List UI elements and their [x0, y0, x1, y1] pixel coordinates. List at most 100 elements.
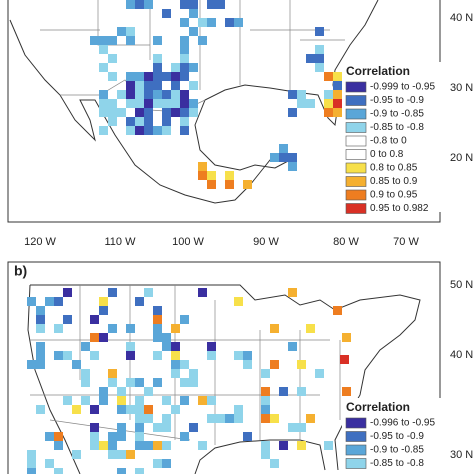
grid-cell — [45, 297, 54, 306]
grid-cell — [126, 351, 135, 360]
grid-cell — [162, 396, 171, 405]
grid-cell — [99, 36, 108, 45]
grid-cell — [54, 441, 63, 450]
grid-cell — [144, 81, 153, 90]
grid-cell — [162, 414, 171, 423]
grid-cell — [207, 18, 216, 27]
grid-cell — [108, 369, 117, 378]
grid-cell — [135, 72, 144, 81]
grid-cell — [135, 297, 144, 306]
grid-cell — [198, 18, 207, 27]
grid-cell — [315, 63, 324, 72]
grid-cell — [99, 306, 108, 315]
grid-cell — [306, 99, 315, 108]
grid-cell — [126, 81, 135, 90]
grid-cell — [108, 288, 117, 297]
grid-cell — [36, 342, 45, 351]
grid-cell — [63, 396, 72, 405]
grid-cell — [333, 81, 342, 90]
grid-cell — [180, 360, 189, 369]
grid-cell — [270, 459, 279, 468]
grid-cell — [171, 405, 180, 414]
grid-cell — [180, 315, 189, 324]
grid-cell — [324, 99, 333, 108]
grid-cell — [207, 351, 216, 360]
grid-cell — [333, 90, 342, 99]
grid-cell — [153, 324, 162, 333]
grid-cell — [288, 90, 297, 99]
grid-cell — [126, 405, 135, 414]
grid-cell — [225, 171, 234, 180]
grid-cell — [207, 0, 216, 9]
grid-cell — [333, 306, 342, 315]
grid-cell — [108, 441, 117, 450]
grid-cell — [45, 459, 54, 468]
grid-cell — [144, 387, 153, 396]
grid-cell — [234, 414, 243, 423]
grid-cell — [171, 360, 180, 369]
grid-cell — [135, 81, 144, 90]
legend-swatch — [345, 176, 367, 187]
grid-cell — [171, 90, 180, 99]
grid-cell — [162, 126, 171, 135]
grid-cell — [72, 450, 81, 459]
grid-cell — [288, 153, 297, 162]
grid-cell — [126, 99, 135, 108]
grid-cell — [162, 99, 171, 108]
grid-cell — [171, 81, 180, 90]
grid-cell — [99, 387, 108, 396]
grid-cell — [162, 441, 171, 450]
grid-cell — [36, 324, 45, 333]
grid-cell — [54, 468, 63, 474]
grid-cell — [162, 459, 171, 468]
grid-cell — [225, 414, 234, 423]
grid-cell — [144, 108, 153, 117]
grid-cell — [198, 288, 207, 297]
grid-cell — [180, 72, 189, 81]
legend-swatch — [345, 458, 367, 469]
grid-cell — [180, 63, 189, 72]
grid-cell — [153, 36, 162, 45]
legend-swatch — [345, 81, 367, 93]
grid-cell — [198, 36, 207, 45]
grid-cell — [54, 351, 63, 360]
grid-cell — [144, 405, 153, 414]
grid-cell — [153, 90, 162, 99]
grid-cell — [324, 72, 333, 81]
grid-cell — [288, 342, 297, 351]
grid-cell — [135, 117, 144, 126]
grid-cell — [180, 108, 189, 117]
legend-swatch — [345, 95, 367, 106]
lat-label: 50 N — [450, 279, 473, 291]
grid-cell — [243, 351, 252, 360]
legend-swatch — [345, 189, 367, 201]
grid-cell — [153, 72, 162, 81]
grid-cell — [180, 0, 189, 9]
grid-cell — [207, 171, 216, 180]
grid-cell — [315, 369, 324, 378]
grid-cell — [144, 99, 153, 108]
grid-cell — [279, 387, 288, 396]
grid-cell — [315, 27, 324, 36]
grid-cell — [99, 297, 108, 306]
grid-cell — [72, 405, 81, 414]
grid-cell — [99, 126, 108, 135]
grid-cell — [225, 18, 234, 27]
grid-cell — [153, 423, 162, 432]
legend-title: Correlation — [346, 400, 410, 414]
grid-cell — [153, 378, 162, 387]
grid-cell — [135, 0, 144, 9]
grid-cell — [306, 414, 315, 423]
legend-swatch — [345, 444, 367, 456]
grid-cell — [297, 441, 306, 450]
grid-cell — [99, 63, 108, 72]
grid-cell — [171, 99, 180, 108]
grid-cell — [261, 441, 270, 450]
grid-cell — [162, 117, 171, 126]
grid-cell — [189, 423, 198, 432]
grid-cell — [36, 360, 45, 369]
grid-cell — [225, 180, 234, 189]
grid-cell — [234, 18, 243, 27]
grid-cell — [261, 450, 270, 459]
grid-cell — [288, 423, 297, 432]
